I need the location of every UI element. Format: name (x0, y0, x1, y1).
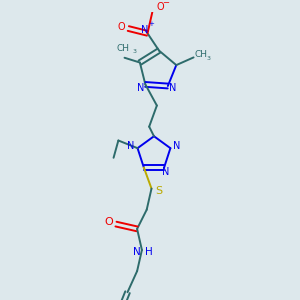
Text: O: O (156, 2, 164, 12)
Text: N: N (127, 141, 134, 151)
Text: +: + (148, 21, 154, 27)
Text: N: N (162, 167, 170, 177)
Text: O: O (104, 217, 113, 227)
Text: N: N (141, 26, 148, 35)
Text: 3: 3 (132, 50, 136, 55)
Text: N: N (173, 141, 181, 151)
Text: N: N (133, 247, 141, 257)
Text: O: O (118, 22, 125, 32)
Text: H: H (145, 247, 152, 257)
Text: 3: 3 (207, 56, 211, 61)
Text: −: − (162, 0, 169, 7)
Text: N: N (137, 83, 144, 93)
Text: CH: CH (195, 50, 208, 59)
Text: CH: CH (116, 44, 129, 52)
Text: N: N (169, 83, 176, 93)
Text: S: S (156, 185, 163, 196)
